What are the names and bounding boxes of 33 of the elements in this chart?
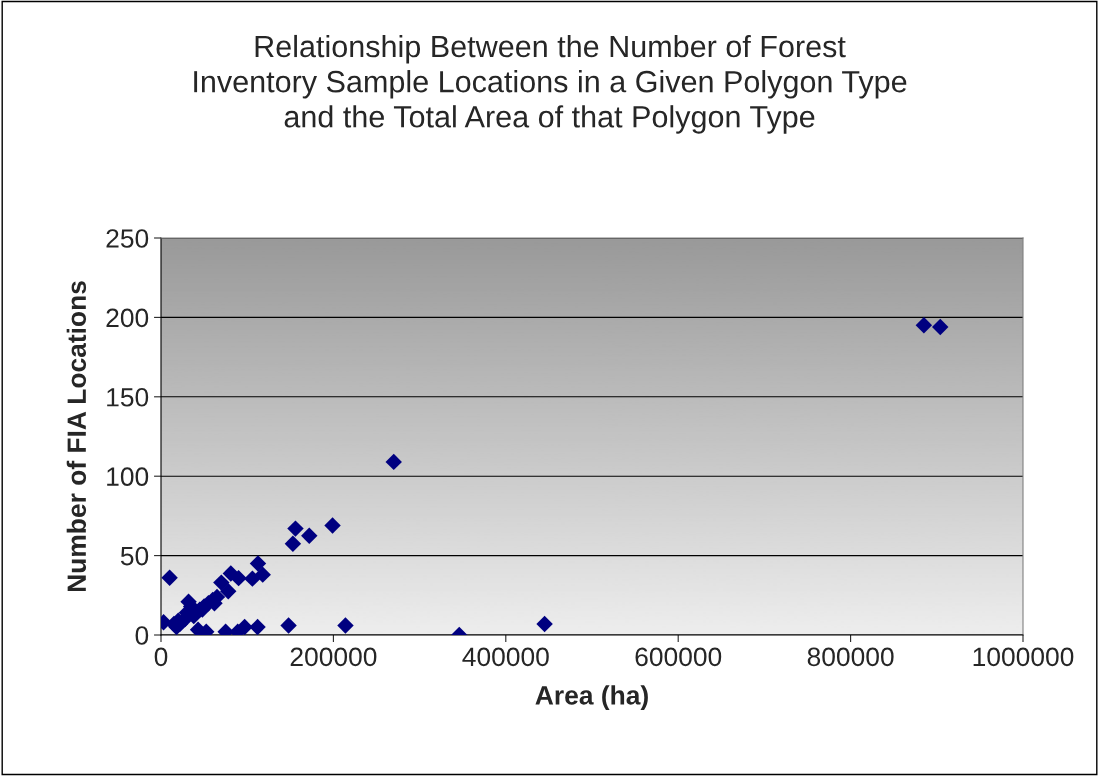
y-tick-label: 250	[106, 229, 149, 248]
point	[249, 555, 267, 572]
point	[249, 618, 266, 635]
x-tick-label: 200000	[290, 647, 377, 667]
point	[254, 566, 271, 583]
point	[287, 520, 304, 537]
point	[337, 617, 354, 634]
point	[244, 570, 261, 587]
x-tick-label: 0	[154, 647, 168, 667]
y-axis-title: Number of FIA Locations	[66, 281, 87, 592]
point	[932, 318, 949, 336]
point	[301, 527, 318, 544]
y-tick-label: 0	[135, 626, 149, 645]
x-tick-label: 1000000	[973, 647, 1074, 667]
x-tick-label: 400000	[462, 647, 549, 667]
point	[324, 517, 341, 534]
point	[220, 583, 237, 600]
y-tick-label: 50	[120, 546, 149, 566]
y-tick-label: 100	[107, 467, 149, 487]
point	[385, 453, 402, 471]
point	[284, 535, 302, 552]
y-tick-label: 150	[107, 387, 149, 407]
point	[280, 617, 297, 634]
chart-title: Relationship Between the Number of Forest Inventory Sample Locations in a Given Polygon Type and the Total Area of that Polygon Type	[194, 34, 907, 134]
point	[915, 317, 933, 334]
x-axis-title: Area (ha)	[535, 685, 648, 710]
y-tick-label: 200	[106, 308, 149, 328]
point	[161, 569, 178, 587]
x-tick-label: 800000	[807, 647, 894, 667]
x-tick-label: 600000	[635, 647, 722, 667]
point	[230, 569, 247, 587]
point	[213, 574, 230, 591]
point	[536, 615, 553, 633]
